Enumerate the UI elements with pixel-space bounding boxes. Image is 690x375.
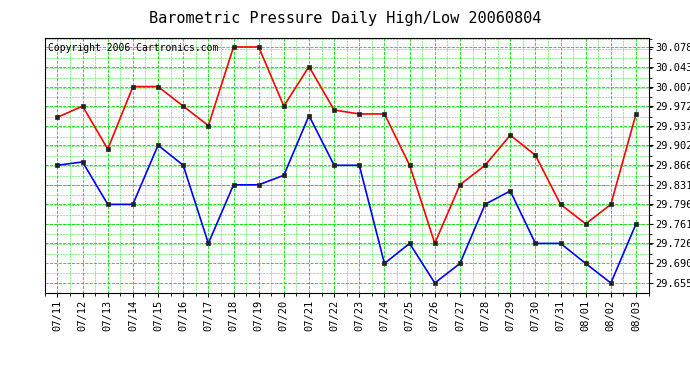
Text: Copyright 2006 Cartronics.com: Copyright 2006 Cartronics.com — [48, 43, 218, 52]
Text: Barometric Pressure Daily High/Low 20060804: Barometric Pressure Daily High/Low 20060… — [149, 11, 541, 26]
